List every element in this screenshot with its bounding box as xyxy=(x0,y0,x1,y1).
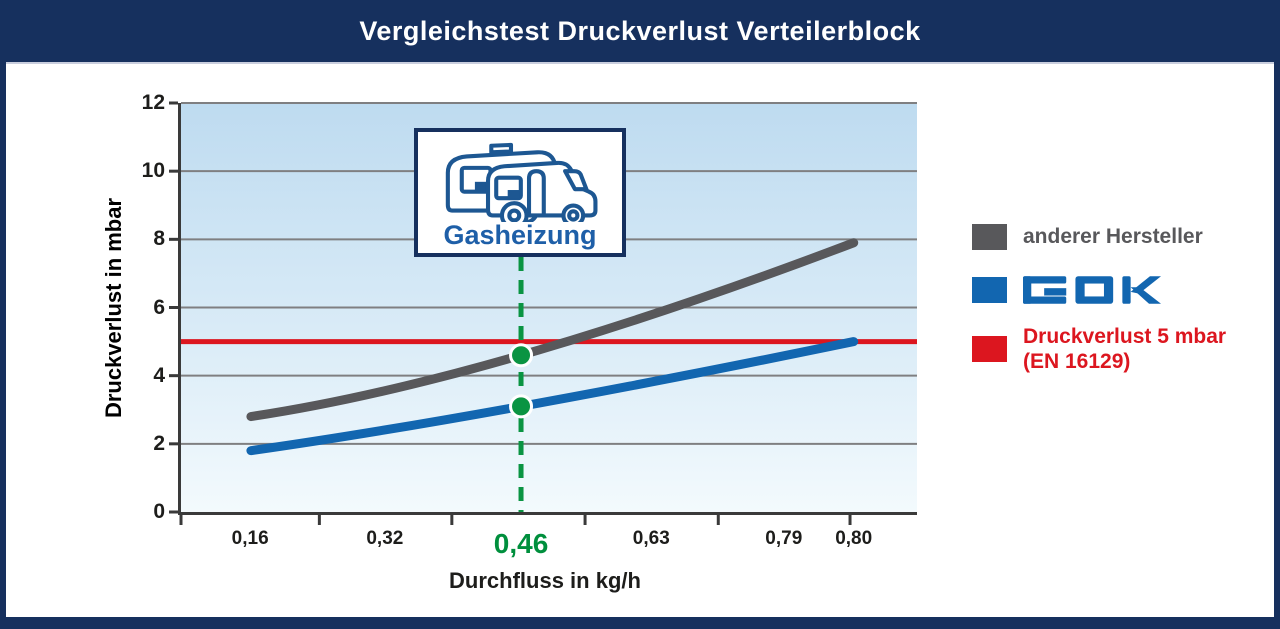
x-tick-label: 0,16 xyxy=(231,528,269,549)
x-tick-label: 0,80 xyxy=(835,528,873,549)
legend-label-druckverlust-line2: (EN 16129) xyxy=(1023,350,1131,374)
y-axis-title: Druckverlust in mbar xyxy=(101,197,126,419)
page-title: Vergleichstest Druckverlust Verteilerblo… xyxy=(359,15,921,46)
gray-series-swatch xyxy=(972,224,1007,250)
x-tick-label: 0,63 xyxy=(632,528,670,549)
y-tick-label: 6 xyxy=(153,295,165,319)
y-tick-label: 10 xyxy=(141,159,165,183)
caravan-motorhome-icon xyxy=(445,142,598,222)
x-tick-label: 0,46 xyxy=(493,528,549,559)
x-tick-label: 0,79 xyxy=(765,528,803,549)
y-tick-label: 2 xyxy=(153,431,165,455)
legend-label-druckverlust-line1: Druckverlust 5 mbar xyxy=(1023,325,1227,348)
gok-logo xyxy=(1023,276,1161,304)
bottom-bar xyxy=(6,617,1274,629)
legend-label-anderer-hersteller: anderer Hersteller xyxy=(1023,225,1203,249)
y-tick-label: 12 xyxy=(141,91,165,114)
blue-series-swatch xyxy=(972,277,1007,303)
y-tick-label: 4 xyxy=(153,363,165,387)
chart-canvas xyxy=(169,101,917,525)
y-tick-label: 8 xyxy=(153,227,165,251)
x-axis-title: Durchfluss in kg/h xyxy=(449,568,641,593)
title-bar: Vergleichstest Druckverlust Verteilerblo… xyxy=(6,0,1274,64)
red-reference-swatch xyxy=(972,336,1007,363)
gasheizung-label: Gasheizung xyxy=(443,220,597,250)
intersection-marker xyxy=(509,394,534,419)
intersection-marker xyxy=(509,343,534,368)
gasheizung-annotation-box: Gasheizung xyxy=(414,128,626,257)
series-curve-anderer-hersteller xyxy=(246,238,859,422)
y-tick-label: 0 xyxy=(153,500,165,523)
legend-label-druckverlust: Druckverlust 5 mbar (EN 16129) xyxy=(1023,324,1226,374)
legend-item-druckverlust-5-mbar: Druckverlust 5 mbar (EN 16129) xyxy=(972,324,1226,374)
legend-item-gok xyxy=(972,275,1161,305)
legend-item-anderer-hersteller: anderer Hersteller xyxy=(972,224,1203,250)
x-tick-label: 0,32 xyxy=(366,528,404,549)
